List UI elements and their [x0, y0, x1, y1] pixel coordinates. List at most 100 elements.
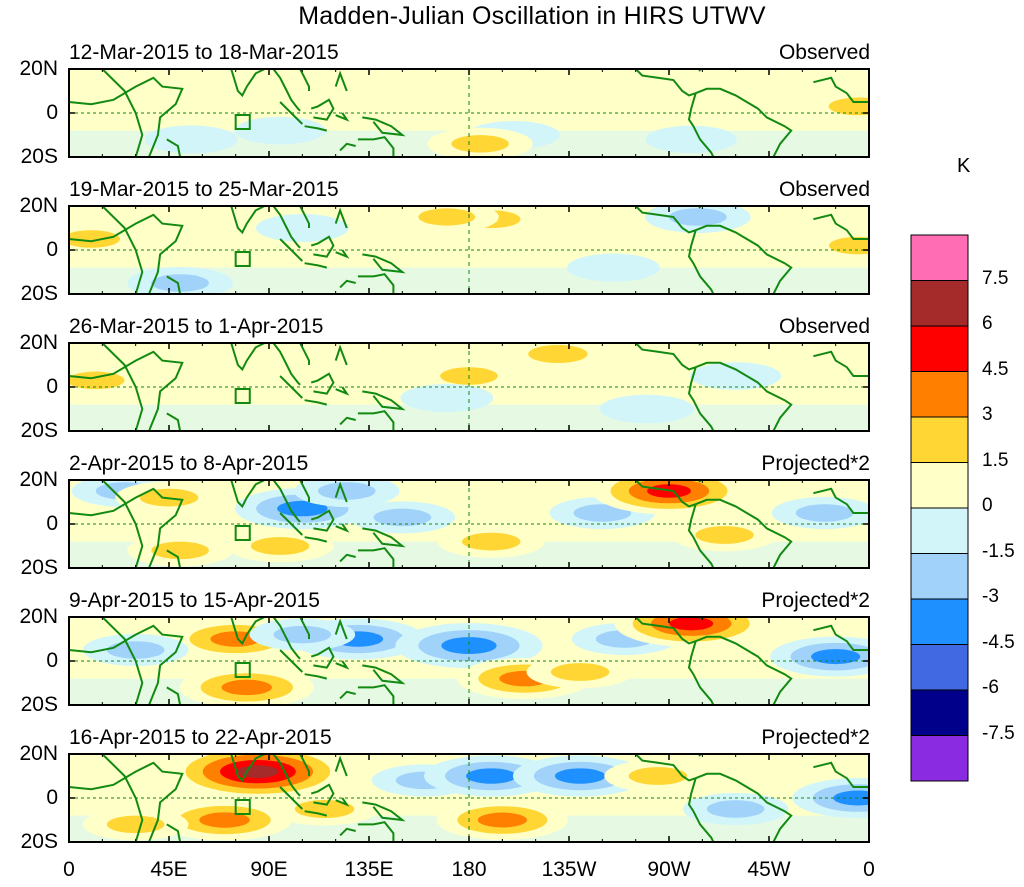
anomaly-feature	[795, 504, 854, 522]
colorbar-label: 6	[982, 313, 993, 334]
coastline	[357, 821, 395, 842]
region-box	[234, 662, 251, 678]
panel-2	[68, 205, 870, 295]
coastline	[687, 92, 715, 157]
coastline	[813, 213, 869, 240]
coastline	[339, 690, 356, 700]
coastline	[334, 618, 348, 640]
coastline	[813, 76, 869, 103]
coastline	[339, 279, 356, 289]
coastline	[166, 823, 182, 842]
panel-period: 19-Mar-2015 to 25-Mar-2015	[69, 178, 339, 201]
coastline	[334, 344, 348, 366]
coastline	[166, 686, 182, 705]
anomaly-feature	[294, 800, 355, 818]
anomaly-feature	[221, 679, 272, 696]
anomaly-feature	[451, 135, 509, 153]
y-tick-label: 20N	[19, 194, 58, 217]
anomaly-feature	[645, 125, 737, 154]
panel-type: Projected*2	[761, 726, 870, 749]
coastline	[687, 640, 715, 705]
coastline	[272, 206, 301, 249]
panel-type: Projected*2	[761, 589, 870, 612]
y-tick-label: 20N	[19, 57, 58, 80]
anomaly-feature	[573, 504, 632, 522]
colorbar-swatch	[910, 234, 969, 281]
coastline	[695, 635, 793, 705]
coastline	[687, 777, 715, 842]
anomaly-feature	[151, 274, 209, 292]
coastline	[230, 754, 266, 783]
coastline	[335, 386, 350, 396]
coastline	[695, 498, 793, 568]
anomaly-feature	[441, 637, 497, 655]
coastline	[687, 366, 715, 431]
colorbar-swatch	[910, 598, 969, 645]
coastline	[230, 617, 266, 646]
panel-1	[68, 68, 870, 158]
anomaly-feature	[554, 768, 606, 784]
panel-6	[68, 753, 870, 843]
anomaly-feature	[599, 394, 694, 424]
anomaly-feature	[669, 617, 714, 631]
y-tick-label: 0	[46, 512, 58, 535]
region-box	[234, 251, 251, 267]
coastline	[695, 87, 793, 157]
coastline	[335, 112, 350, 122]
coastline	[357, 684, 395, 705]
coastline	[310, 646, 335, 669]
anomaly-feature	[106, 641, 165, 659]
coastline	[272, 343, 301, 386]
y-tick-label: 0	[46, 649, 58, 672]
region-box	[234, 388, 251, 404]
anomaly-feature	[234, 116, 326, 145]
y-tick-label: 20N	[19, 331, 58, 354]
coastline	[357, 410, 395, 431]
anomaly-feature	[290, 72, 382, 101]
colorbar-swatch	[910, 462, 969, 509]
anomaly-feature	[461, 532, 521, 551]
panel-5	[68, 616, 870, 706]
panel-period: 16-Apr-2015 to 22-Apr-2015	[69, 726, 332, 749]
coastline	[357, 273, 395, 294]
colorbar-label: 0	[982, 495, 993, 516]
x-tick-label: 90E	[250, 858, 288, 881]
colorbar-label: -7.5	[982, 722, 1015, 744]
coastline	[299, 480, 310, 502]
coastline	[335, 249, 350, 259]
anomaly-feature	[199, 812, 250, 828]
coastline	[634, 206, 697, 234]
coastline	[166, 549, 182, 568]
coastline	[695, 772, 793, 842]
coastline	[299, 343, 310, 365]
colorbar-label: -6	[982, 677, 999, 698]
anomaly-feature	[69, 230, 121, 248]
y-tick-label: 20S	[20, 556, 58, 579]
colorbar-label: 7.5	[982, 267, 1009, 289]
coastline	[69, 624, 184, 705]
anomaly-feature	[556, 81, 648, 110]
coastline	[310, 372, 335, 395]
y-tick-label: 20S	[20, 145, 58, 168]
y-tick-label: 0	[46, 101, 58, 124]
colorbar-label: -4.5	[982, 631, 1015, 653]
anomaly-feature	[112, 346, 204, 375]
y-tick-label: 20S	[20, 693, 58, 716]
anomaly-feature	[373, 508, 432, 527]
coastline	[304, 399, 328, 406]
x-tick-label: 0	[63, 858, 75, 881]
coastline	[334, 207, 348, 229]
coastline	[339, 553, 356, 563]
region-box	[234, 525, 251, 541]
coastline	[339, 827, 356, 837]
coastline	[362, 390, 406, 411]
anomaly-feature	[151, 541, 209, 560]
y-tick-label: 20S	[20, 830, 58, 853]
colorbar-swatch	[910, 644, 969, 691]
coastline	[304, 536, 328, 543]
colorbar-swatch	[910, 416, 969, 463]
coastline	[69, 761, 184, 842]
anomaly-feature	[379, 88, 470, 116]
anomaly-field	[69, 69, 869, 157]
